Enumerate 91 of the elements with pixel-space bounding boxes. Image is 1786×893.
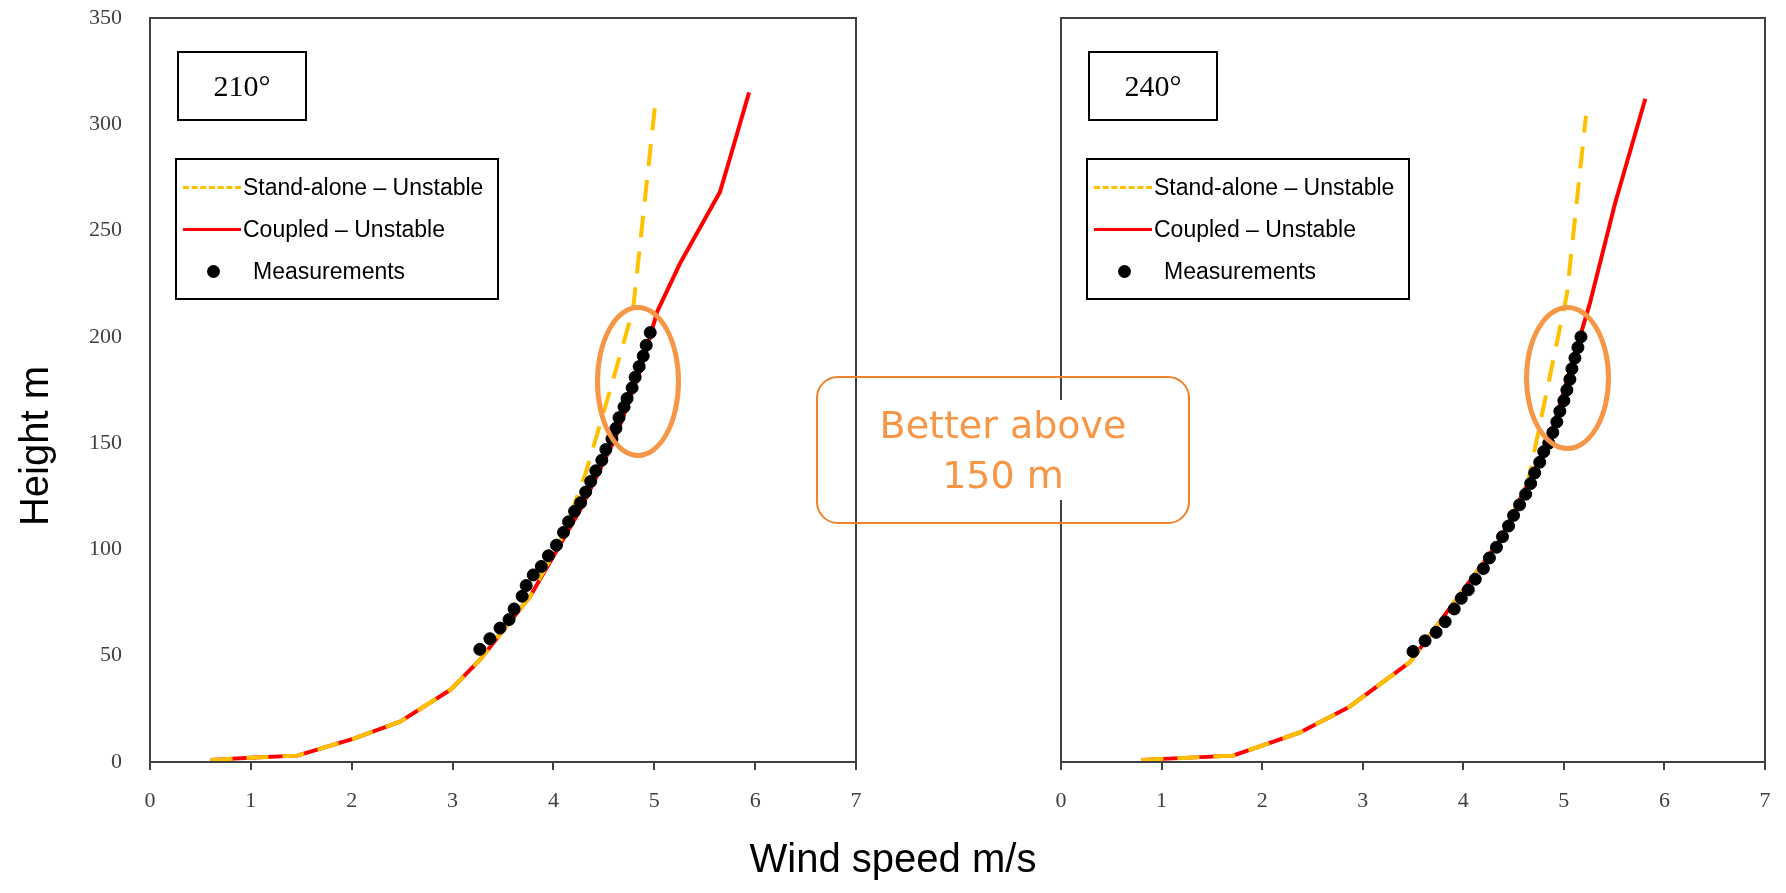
y-tick-label: 300 xyxy=(89,110,122,136)
legend-label: Measurements xyxy=(1164,257,1317,285)
point xyxy=(579,485,593,499)
point xyxy=(1550,415,1564,429)
point xyxy=(1489,540,1503,554)
x-tick-label: 3 xyxy=(1357,786,1369,812)
legend-label: Measurements xyxy=(253,257,406,285)
x-tick-label: 6 xyxy=(749,786,761,812)
x-tick-label: 7 xyxy=(850,786,862,812)
point xyxy=(1546,426,1560,440)
x-tick-label: 4 xyxy=(547,786,559,812)
y-tick-label: 200 xyxy=(89,322,122,348)
point xyxy=(519,579,533,593)
point xyxy=(515,589,529,603)
point xyxy=(1496,530,1510,544)
point xyxy=(1406,644,1420,658)
legend-label: Coupled – Unstable xyxy=(1154,215,1357,243)
x-tick-label: 1 xyxy=(1156,786,1168,812)
legend-label: Stand-alone – Unstable xyxy=(1154,173,1395,201)
y-tick-label: 100 xyxy=(89,535,122,561)
point xyxy=(632,360,646,374)
x-tick-label: 7 xyxy=(1759,786,1771,812)
legend-label: Stand-alone – Unstable xyxy=(243,173,484,201)
point xyxy=(1502,519,1516,533)
point xyxy=(1519,487,1533,501)
x-tick-label: 4 xyxy=(1457,786,1469,812)
x-tick-label: 3 xyxy=(447,786,459,812)
x-tick-label: 2 xyxy=(346,786,358,812)
point xyxy=(636,349,650,363)
point xyxy=(483,632,497,646)
point xyxy=(1482,551,1496,565)
point xyxy=(1557,394,1571,408)
x-tick-label: 6 xyxy=(1658,786,1670,812)
x-tick-label: 0 xyxy=(1055,786,1067,812)
x-axis-title: Wind speed m/s xyxy=(749,835,1037,881)
point xyxy=(1461,583,1475,597)
point xyxy=(589,464,603,478)
point xyxy=(1528,466,1542,480)
point xyxy=(1568,351,1582,365)
point xyxy=(1447,602,1461,616)
x-tick-label: 5 xyxy=(1558,786,1570,812)
point xyxy=(1513,498,1527,512)
point xyxy=(599,443,613,457)
y-tick-label: 0 xyxy=(111,747,122,773)
point xyxy=(628,370,642,384)
point xyxy=(1429,625,1443,639)
point xyxy=(595,453,609,467)
x-tick-label: 5 xyxy=(648,786,660,812)
point xyxy=(1524,477,1538,491)
point xyxy=(541,549,555,563)
y-tick-label: 350 xyxy=(89,3,122,29)
y-tick-label: 150 xyxy=(89,428,122,454)
point xyxy=(574,496,588,510)
point xyxy=(1454,591,1468,605)
point xyxy=(620,392,634,405)
annotation: Better above 150 m xyxy=(868,400,1138,500)
point xyxy=(1438,615,1452,629)
annotation: 240° xyxy=(1088,51,1218,121)
point xyxy=(639,338,653,352)
point xyxy=(502,613,516,627)
point xyxy=(557,525,571,539)
y-tick-label: 250 xyxy=(89,216,122,242)
point xyxy=(1553,404,1567,418)
point xyxy=(612,411,626,425)
point xyxy=(1468,572,1482,586)
point xyxy=(1560,383,1574,397)
annotation: 210° xyxy=(177,51,307,121)
point xyxy=(526,568,540,582)
point xyxy=(534,559,548,573)
point xyxy=(493,621,507,635)
point xyxy=(1507,508,1521,522)
point xyxy=(549,538,563,552)
point xyxy=(625,381,639,395)
legend-label: Coupled – Unstable xyxy=(243,215,446,243)
x-tick-label: 2 xyxy=(1256,786,1268,812)
point xyxy=(1476,562,1490,576)
point xyxy=(643,326,657,340)
point xyxy=(1574,330,1588,344)
y-axis-title: Height m xyxy=(11,365,57,527)
point xyxy=(1418,634,1432,648)
point xyxy=(1571,340,1585,354)
point xyxy=(1533,455,1547,469)
x-tick-label: 1 xyxy=(245,786,257,812)
point xyxy=(1563,372,1577,386)
y-tick-label: 50 xyxy=(100,641,122,667)
point xyxy=(562,515,576,529)
point xyxy=(473,642,487,656)
x-tick-label: 0 xyxy=(144,786,156,812)
point xyxy=(1565,362,1579,376)
point xyxy=(584,474,598,488)
point xyxy=(507,602,521,616)
